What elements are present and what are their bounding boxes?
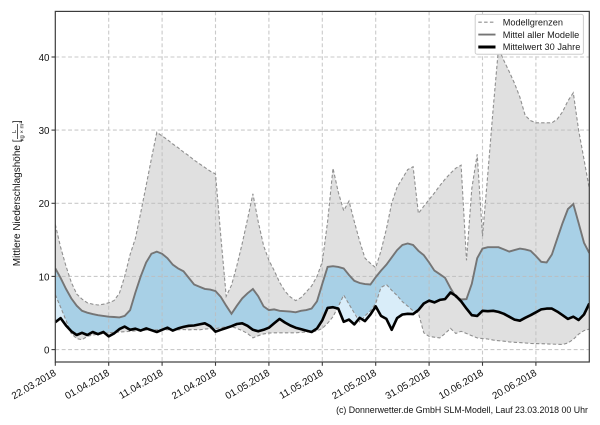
svg-text:Modellgrenzen: Modellgrenzen <box>503 17 563 27</box>
svg-text:30: 30 <box>39 126 50 137</box>
svg-text:L: L <box>12 129 18 133</box>
svg-text:]: ] <box>12 120 23 123</box>
svg-text:10: 10 <box>39 272 50 283</box>
svg-text:Mittlere Niederschlagshöhe [: Mittlere Niederschlagshöhe [ <box>12 139 23 266</box>
svg-text:40: 40 <box>39 53 50 64</box>
svg-text:(c) Donnerwetter.de GmbH SLM-M: (c) Donnerwetter.de GmbH SLM-Modell, Lau… <box>336 405 588 415</box>
svg-text:kg × m²: kg × m² <box>19 122 25 142</box>
svg-text:20: 20 <box>39 199 50 210</box>
svg-text:Mittel aller Modelle: Mittel aller Modelle <box>503 30 580 40</box>
svg-text:0: 0 <box>44 346 50 357</box>
svg-text:Mittelwert 30 Jahre: Mittelwert 30 Jahre <box>503 42 581 52</box>
